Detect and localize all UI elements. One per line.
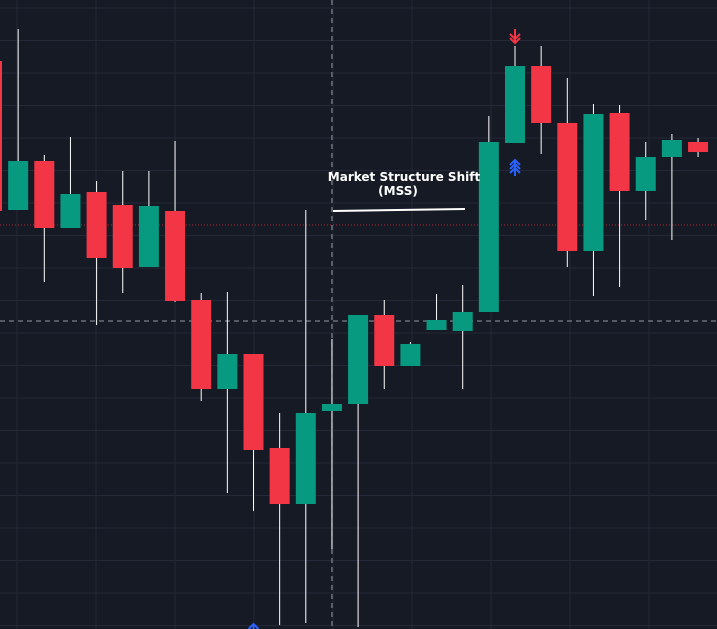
candle-body (191, 300, 212, 389)
candle (112, 171, 133, 293)
candle-body (400, 344, 421, 366)
signal-arrows (247, 29, 547, 629)
candle-body (138, 206, 159, 267)
candle (452, 285, 473, 389)
candle (531, 46, 552, 154)
candle-body (243, 354, 264, 450)
candle-body (348, 315, 369, 404)
candle (609, 105, 630, 287)
candle-body (478, 142, 499, 312)
candle-body (531, 66, 552, 123)
candles (0, 29, 709, 627)
candle (8, 29, 29, 210)
candle (505, 46, 525, 143)
double-down-arrow-icon (509, 29, 521, 45)
candle (138, 171, 159, 267)
candle (217, 292, 238, 493)
candle-body (8, 161, 29, 210)
candle (60, 137, 81, 228)
down-arrow-icon (535, 66, 547, 80)
candle (348, 315, 369, 627)
chevron-down-icon (509, 33, 521, 41)
candle-body (609, 113, 630, 191)
candle (295, 210, 316, 623)
candle-body (557, 123, 578, 251)
candle-body (0, 61, 2, 211)
candle (34, 155, 55, 282)
candle-body (583, 114, 604, 251)
chevron-down-icon (509, 37, 521, 45)
annotation-label-line1: Market Structure Shift (328, 170, 481, 184)
candle (688, 138, 709, 157)
annotation-label-line2: (MSS) (378, 184, 418, 198)
candle-body (374, 315, 395, 366)
candle-body (34, 161, 55, 228)
candle-body (452, 312, 473, 331)
mss-annotation: Market Structure Shift (MSS) (328, 170, 481, 212)
candle-body (661, 140, 682, 157)
candle-body (86, 192, 107, 258)
chevron-down-icon (535, 72, 547, 80)
up-arrow-icon (247, 622, 260, 629)
candle-body (295, 413, 316, 504)
candle-body (505, 66, 525, 143)
candle (165, 141, 186, 302)
candle (0, 61, 2, 211)
candle (426, 294, 447, 330)
candle (243, 354, 264, 511)
candle-body (165, 211, 186, 301)
candle (400, 342, 421, 366)
candle (86, 181, 107, 325)
candle (661, 134, 682, 240)
candle-body (112, 205, 133, 268)
annotation-underline (332, 208, 466, 212)
candle-body (426, 320, 447, 330)
candle (635, 142, 656, 220)
triple-up-arrow-icon (509, 158, 521, 176)
candle (269, 413, 290, 625)
candle-body (688, 142, 709, 152)
candle (478, 116, 499, 312)
chevron-up-icon (509, 166, 521, 174)
chevron-up-icon (247, 622, 260, 629)
candle-body (269, 448, 290, 504)
candle-body (60, 194, 81, 228)
chevron-up-icon (509, 158, 521, 166)
candle (321, 339, 342, 549)
candle (191, 293, 212, 401)
candle (583, 104, 604, 296)
candle-body (635, 157, 656, 191)
candle (374, 300, 395, 389)
candle-body (217, 354, 238, 389)
candle-body (321, 404, 342, 411)
chevron-up-icon (509, 162, 521, 170)
candle (557, 78, 578, 267)
